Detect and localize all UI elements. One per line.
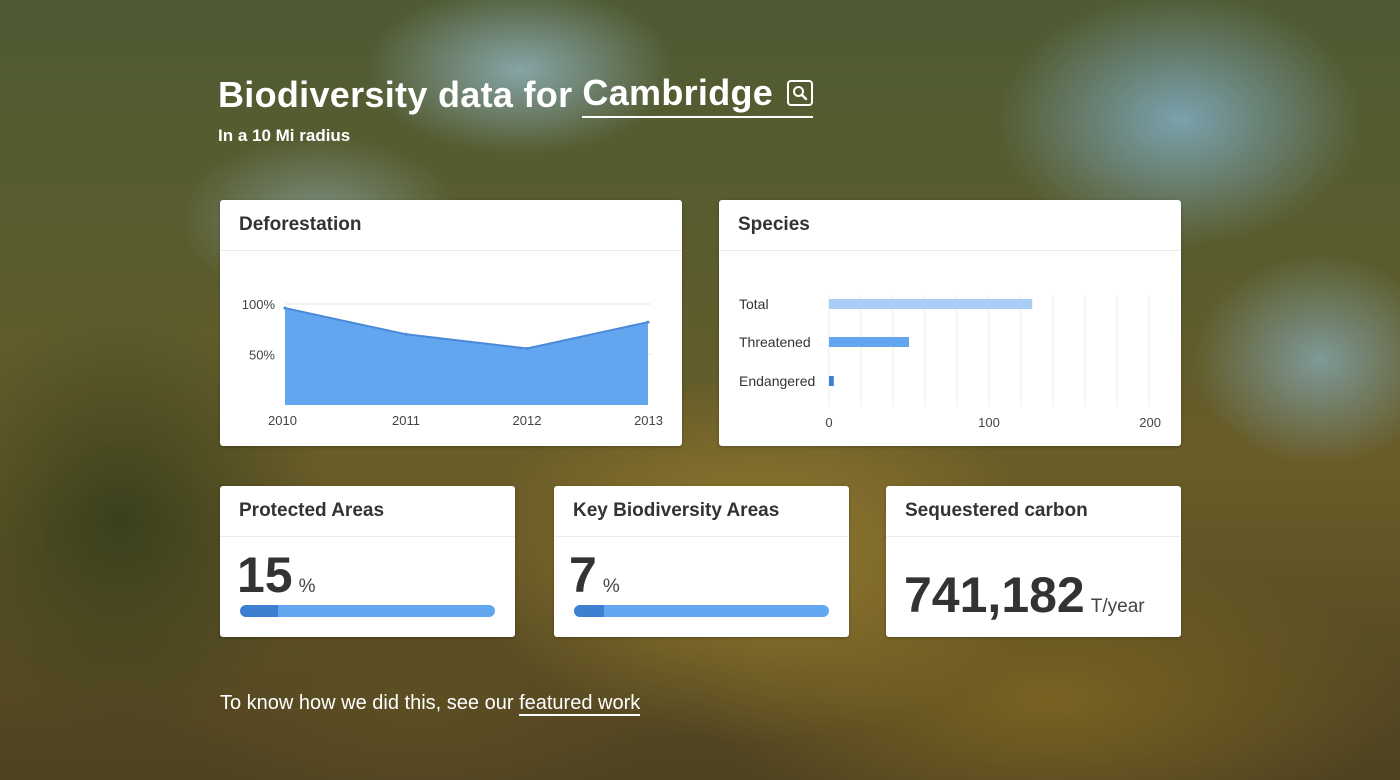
x-tick-label: 100 [978,415,1000,430]
deforestation-chart: 100% 50% 2010 2011 2012 2013 [242,297,663,428]
city-selector[interactable]: Cambridge [582,72,814,118]
page-header: Biodiversity data for Cambridge In a 10 … [218,72,814,146]
x-tick-label: 2011 [392,413,420,428]
footer-note: To know how we did this, see our feature… [220,692,641,716]
search-icon[interactable] [787,80,814,106]
bar-total [829,299,1033,309]
kba-value: 7 [569,547,597,603]
species-chart: Total Threatened Endangered 0 100 200 [739,295,1161,430]
page-subtitle: In a 10 Mi radius [218,126,351,145]
page-title: Biodiversity data for Cambridge [218,72,814,118]
x-tick-label: 2010 [268,413,297,428]
x-tick-label: 0 [825,415,832,430]
deforestation-title: Deforestation [220,200,682,251]
y-tick-label: 100% [242,297,276,312]
bar-endangered [829,376,834,386]
kba-progress [574,605,829,617]
carbon-card: Sequestered carbon 741,182 T/year [886,486,1181,637]
carbon-stat: 741,182 T/year [904,566,1145,624]
protected-areas-progress [240,605,495,617]
protected-areas-progress-fill [240,605,279,617]
data-point-2011 [404,332,408,336]
deforestation-line [284,307,649,350]
kba-card: Key Biodiversity Areas 7% [554,486,849,637]
kba-title: Key Biodiversity Areas [554,486,849,537]
footer-text: To know how we did this, see our [220,692,514,714]
title-prefix: Biodiversity data for [218,74,573,115]
category-label-2: Endangered [739,373,815,389]
carbon-title: Sequestered carbon [886,486,1181,537]
kba-progress-fill [574,605,605,617]
data-point-2012 [525,346,529,350]
deforestation-card: Deforestation 100% 50% 2010 2011 2012 2013 [220,200,682,446]
protected-areas-value: 15 [237,547,293,603]
protected-areas-title: Protected Areas [220,486,515,537]
data-point-2010 [283,306,287,310]
protected-areas-unit: % [298,576,316,597]
protected-areas-stat: 15% [237,546,316,604]
kba-stat: 7% [569,546,620,604]
category-label-1: Threatened [739,334,811,350]
carbon-value: 741,182 [904,567,1085,623]
protected-areas-card: Protected Areas 15% [220,486,515,637]
species-title: Species [719,200,1181,251]
y-tick-label: 50% [249,348,275,363]
carbon-unit: T/year [1090,596,1145,617]
deforestation-area [285,308,648,405]
bar-threatened [829,337,909,347]
kba-unit: % [602,576,620,597]
x-tick-label: 200 [1139,415,1161,430]
x-tick-label: 2013 [634,413,663,428]
city-name: Cambridge [582,72,774,113]
x-tick-label: 2012 [513,413,542,428]
species-card: Species Total Threatened Endangered 0 100 200 [719,200,1181,446]
category-label-0: Total [739,296,769,312]
data-point-2013 [646,320,650,324]
featured-work-link[interactable]: featured work [519,692,641,716]
